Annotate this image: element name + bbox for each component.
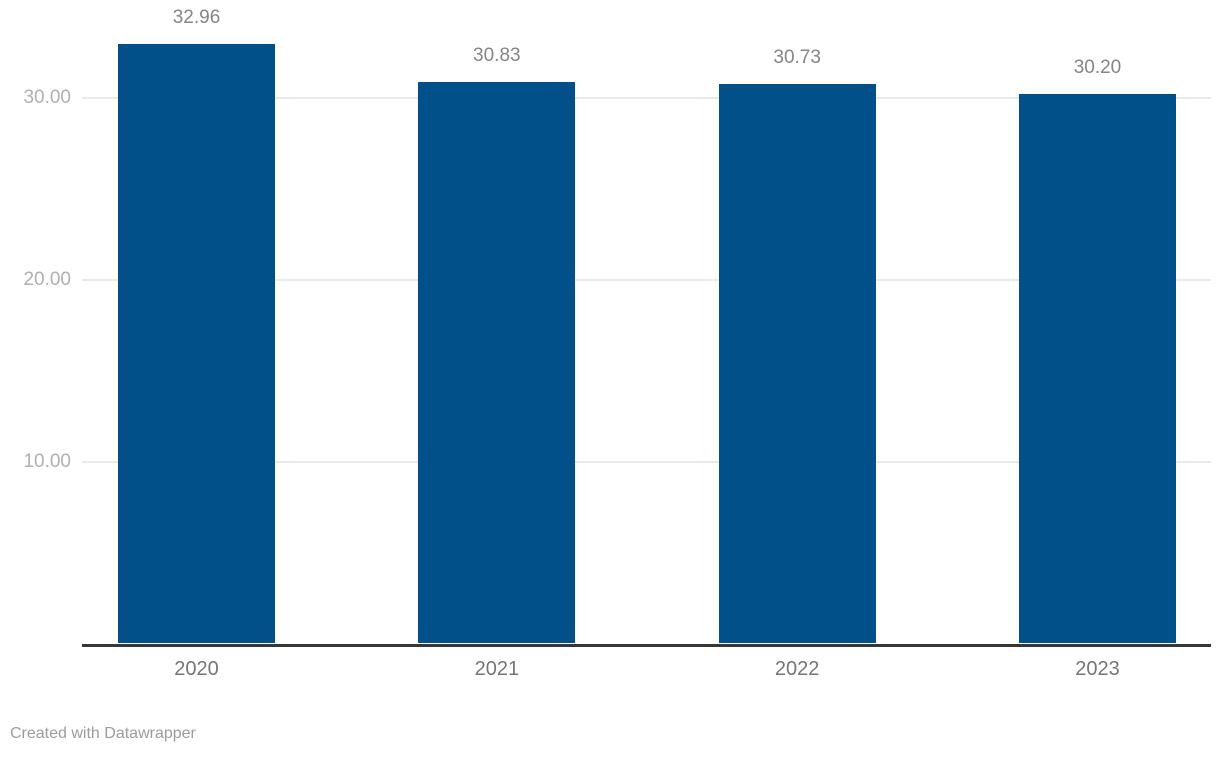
x-tick-label: 2020 [174, 658, 219, 680]
bar-value-label: 30.83 [473, 45, 521, 67]
y-tick-label: 20.00 [23, 268, 71, 290]
y-tick-label: 10.00 [23, 450, 71, 472]
bar-2022[interactable] [718, 84, 876, 644]
bar-value-label: 32.96 [172, 6, 221, 28]
bar-2020[interactable] [118, 43, 275, 644]
gridline [82, 460, 1211, 463]
bar-2021[interactable] [418, 82, 576, 644]
y-tick-label: 30.00 [23, 86, 71, 108]
bar-value-label: 30.73 [773, 47, 821, 69]
datawrapper-attribution-link[interactable]: Created with Datawrapper [10, 725, 196, 742]
gridline [82, 96, 1211, 99]
x-tick-label: 2022 [774, 658, 820, 680]
gridline [82, 278, 1211, 281]
x-tick-label: 2023 [1075, 658, 1120, 680]
x-axis-line [82, 643, 1211, 647]
bar-value-label: 30.20 [1073, 56, 1122, 78]
x-tick-label: 2021 [474, 658, 520, 680]
bar-2023[interactable] [1018, 93, 1176, 644]
